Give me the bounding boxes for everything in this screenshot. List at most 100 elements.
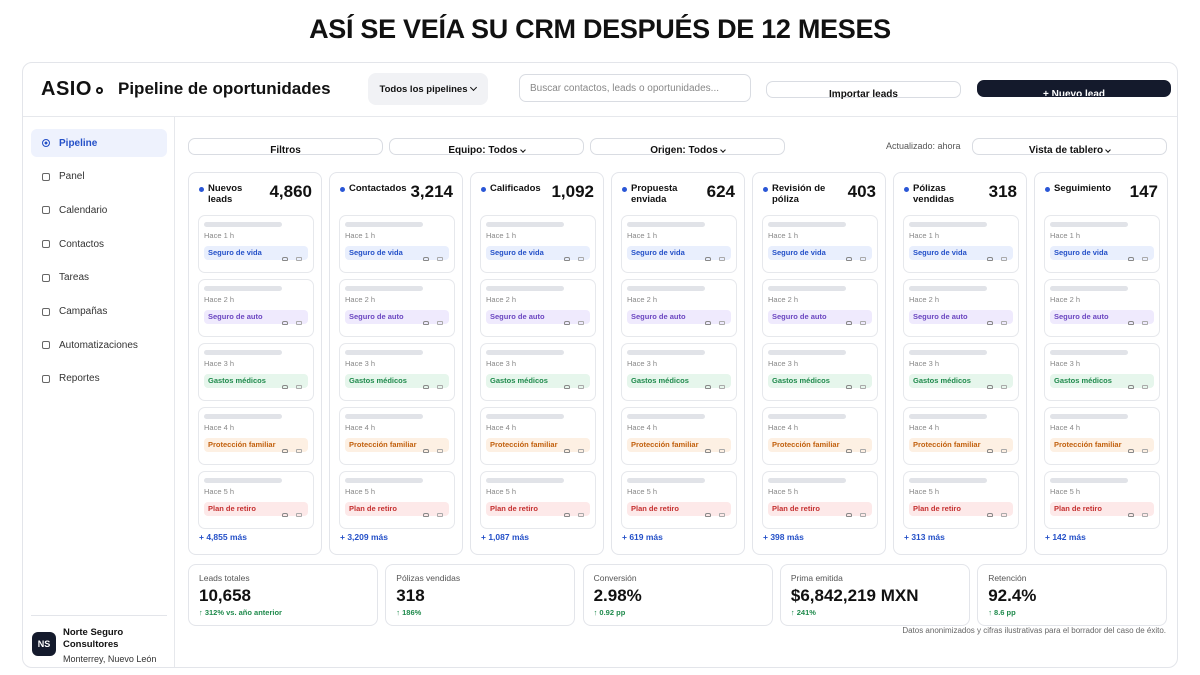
card-time: Hace 4 h [627, 423, 658, 432]
card-time: Hace 1 h [1050, 231, 1081, 240]
lead-card[interactable]: Hace 1 h Seguro de vida [903, 215, 1019, 273]
mail-icon [860, 449, 866, 453]
mail-icon [1001, 257, 1007, 261]
more-link[interactable]: + 4,855 más [199, 532, 247, 542]
view-select[interactable]: Vista de tablero [972, 138, 1167, 156]
lead-card[interactable]: Hace 3 h Gastos médicos [198, 343, 314, 401]
stage-count: 403 [847, 182, 876, 201]
name-placeholder [204, 222, 282, 227]
nav-item[interactable]: Contactos [31, 230, 167, 258]
mail-icon [437, 513, 443, 517]
lead-card[interactable]: Hace 5 h Plan de retiro [903, 471, 1019, 529]
nav-item[interactable]: Automatizaciones [31, 331, 167, 359]
more-link[interactable]: + 1,087 más [481, 532, 529, 542]
lead-card[interactable]: Hace 4 h Protección familiar [198, 407, 314, 465]
nav-item[interactable]: Tareas [31, 264, 167, 292]
lead-card[interactable]: Hace 1 h Seguro de vida [198, 215, 314, 273]
new-lead-button[interactable]: + Nuevo lead [977, 80, 1171, 97]
lead-card[interactable]: Hace 5 h Plan de retiro [480, 471, 596, 529]
pipeline-column: Propuesta enviada 624 Hace 1 h Seguro de vi… [611, 172, 745, 555]
lead-card[interactable]: Hace 2 h Seguro de auto [903, 279, 1019, 337]
lead-card[interactable]: Hace 4 h Protección familiar [339, 407, 455, 465]
lead-card[interactable]: Hace 3 h Gastos médicos [903, 343, 1019, 401]
filters-button[interactable]: Filtros [188, 138, 383, 156]
headline: ASÍ SE VEÍA SU CRM DESPUÉS DE 12 MESES [309, 14, 891, 44]
lead-card[interactable]: Hace 3 h Gastos médicos [1044, 343, 1160, 401]
mail-icon [1001, 449, 1007, 453]
lead-card[interactable]: Hace 5 h Plan de retiro [621, 471, 737, 529]
card-time: Hace 5 h [204, 487, 235, 496]
more-link[interactable]: + 313 más [904, 532, 945, 542]
lead-card[interactable]: Hace 2 h Seguro de auto [480, 279, 596, 337]
more-link[interactable]: + 619 más [622, 532, 663, 542]
name-placeholder [627, 414, 705, 419]
kpi-value: $6,842,219 MXN [790, 586, 919, 605]
lead-card[interactable]: Hace 4 h Protección familiar [762, 407, 878, 465]
more-link[interactable]: + 142 más [1045, 532, 1086, 542]
lead-card[interactable]: Hace 4 h Protección familiar [621, 407, 737, 465]
card-tag: Plan de retiro [486, 502, 590, 516]
mail-icon [578, 449, 584, 453]
lead-card[interactable]: Hace 1 h Seguro de vida [621, 215, 737, 273]
lead-card[interactable]: Hace 1 h Seguro de vida [339, 215, 455, 273]
lead-card[interactable]: Hace 1 h Seguro de vida [1044, 215, 1160, 273]
more-link[interactable]: + 3,209 más [340, 532, 388, 542]
lead-card[interactable]: Hace 1 h Seguro de vida [762, 215, 878, 273]
stage-dot [904, 187, 909, 192]
name-placeholder [1050, 478, 1128, 483]
import-button[interactable]: Importar leads [766, 81, 961, 100]
stage-count: 318 [988, 182, 1017, 201]
mail-icon [719, 385, 725, 389]
lead-card[interactable]: Hace 2 h Seguro de auto [198, 279, 314, 337]
stage-name: Nuevos leads [208, 183, 243, 205]
card-time: Hace 3 h [345, 359, 376, 368]
lead-card[interactable]: Hace 4 h Protección familiar [903, 407, 1019, 465]
stage-name: Propuesta enviada [631, 183, 678, 205]
lead-card[interactable]: Hace 4 h Protección familiar [1044, 407, 1160, 465]
lead-card[interactable]: Hace 5 h Plan de retiro [339, 471, 455, 529]
lead-card[interactable]: Hace 5 h Plan de retiro [762, 471, 878, 529]
lead-card[interactable]: Hace 5 h Plan de retiro [1044, 471, 1160, 529]
nav-label: Contactos [59, 238, 105, 250]
card-tag: Plan de retiro [204, 502, 308, 516]
lead-card[interactable]: Hace 2 h Seguro de auto [762, 279, 878, 337]
lead-card[interactable]: Hace 3 h Gastos médicos [621, 343, 737, 401]
nav-label: Tareas [59, 272, 90, 284]
kpi-change: ↑ 241% [790, 608, 816, 617]
lead-card[interactable]: Hace 4 h Protección familiar [480, 407, 596, 465]
sidebar: Pipeline Panel Calendario Contactos Tareas Ca… [23, 117, 175, 667]
pipeline-select-text: Todos los pipelines [379, 83, 468, 95]
lead-card[interactable]: Hace 5 h Plan de retiro [198, 471, 314, 529]
lead-card[interactable]: Hace 3 h Gastos médicos [339, 343, 455, 401]
search-box[interactable]: Buscar contactos, leads o oportunidades.… [519, 74, 751, 102]
phone-icon [564, 257, 570, 261]
card-time: Hace 3 h [486, 359, 517, 368]
lead-card[interactable]: Hace 3 h Gastos médicos [480, 343, 596, 401]
name-placeholder [1050, 414, 1128, 419]
nav-item[interactable]: Panel [31, 163, 167, 191]
mail-icon [1142, 513, 1148, 517]
card-time: Hace 1 h [768, 231, 799, 240]
logo: ASIO [41, 78, 103, 101]
lead-card[interactable]: Hace 2 h Seguro de auto [621, 279, 737, 337]
kpi-label: Leads totales [199, 573, 250, 583]
lead-card[interactable]: Hace 3 h Gastos médicos [762, 343, 878, 401]
nav-label: Automatizaciones [59, 339, 138, 351]
card-time: Hace 2 h [345, 295, 376, 304]
pipeline-select[interactable]: Todos los pipelines [368, 73, 488, 105]
name-placeholder [627, 350, 705, 355]
kpi-value: 10,658 [199, 586, 251, 605]
lead-card[interactable]: Hace 1 h Seguro de vida [480, 215, 596, 273]
nav-item[interactable]: Calendario [31, 196, 167, 224]
nav-item[interactable]: Pipeline [31, 129, 167, 157]
nav-item[interactable]: Campañas [31, 298, 167, 326]
lead-card[interactable]: Hace 2 h Seguro de auto [1044, 279, 1160, 337]
team-filter[interactable]: Equipo: Todos [389, 138, 584, 156]
more-link[interactable]: + 398 más [763, 532, 804, 542]
lead-card[interactable]: Hace 2 h Seguro de auto [339, 279, 455, 337]
origin-filter[interactable]: Origen: Todos [590, 138, 785, 156]
mail-icon [296, 513, 302, 517]
card-time: Hace 5 h [768, 487, 799, 496]
nav-item[interactable]: Reportes [31, 365, 167, 393]
phone-icon [564, 321, 570, 325]
